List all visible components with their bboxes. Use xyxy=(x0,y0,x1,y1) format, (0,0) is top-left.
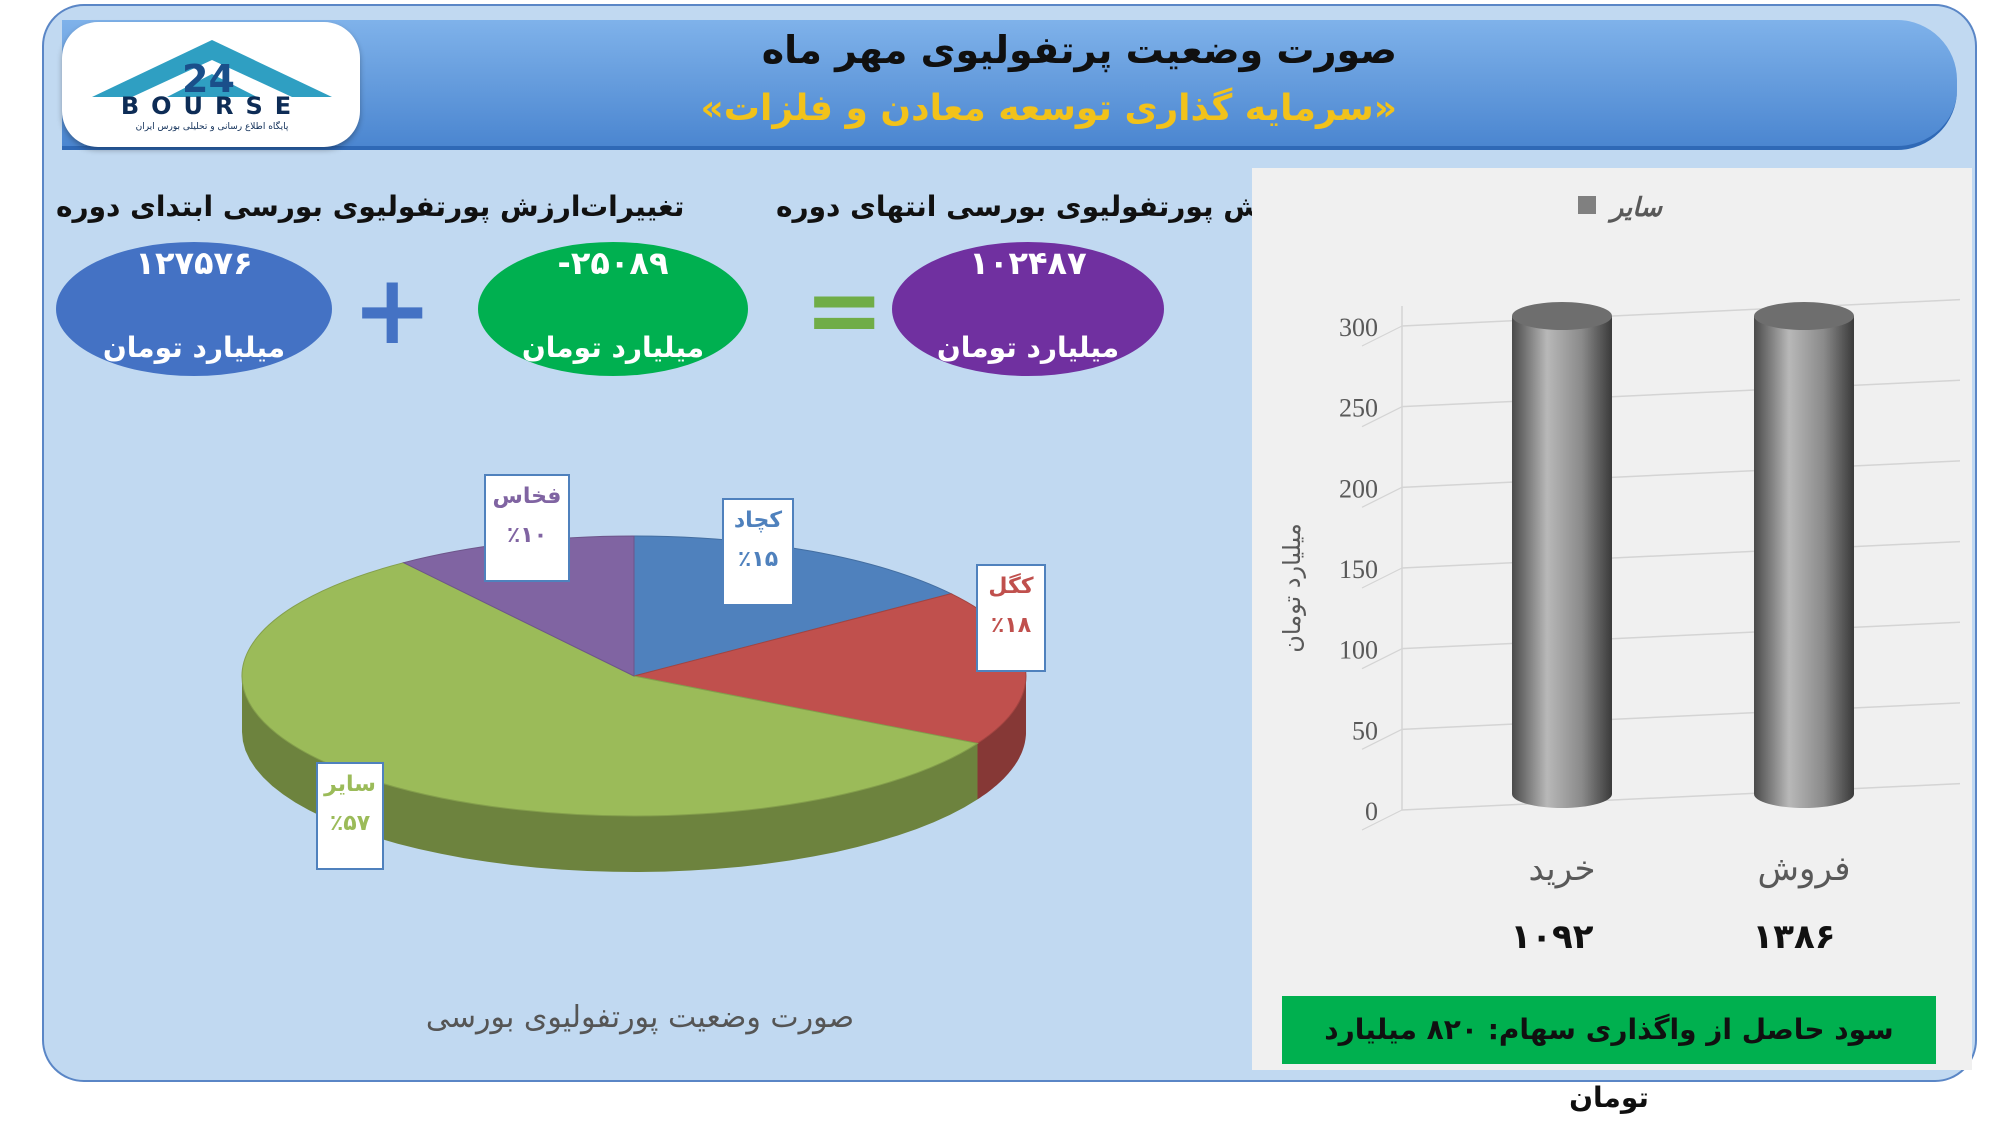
pie-label-name: فخاس xyxy=(492,484,562,509)
pie-label-box-sayer: سایر ٪۵۷ xyxy=(316,762,384,870)
start-value-unit: میلیارد تومان xyxy=(102,331,286,364)
pie-label-value: ٪۵۷ xyxy=(329,811,371,836)
pie-label-box-kechad: کچاد ٪۱۵ xyxy=(722,498,794,606)
pie-label-value: ٪۱۸ xyxy=(990,613,1032,638)
equals-sign: = xyxy=(804,254,885,366)
bourse-logo: 24 BOURSE پایگاه اطلاع رسانی و تحلیلی بو… xyxy=(62,22,360,147)
change-value-oval: -۲۵۰۸۹ میلیارد تومان xyxy=(478,242,748,376)
pie-label-name: کگل xyxy=(988,574,1034,599)
pie-label-value: ٪۱۵ xyxy=(737,547,779,572)
change-value: -۲۵۰۸۹ xyxy=(557,244,669,282)
logo-mark-icon: 24 xyxy=(92,40,332,101)
end-value: ۱۰۲۴۸۷ xyxy=(969,244,1087,282)
pie-label-box-fakhas: فخاس ٪۱۰ xyxy=(484,474,570,582)
pie-label-name: کچاد xyxy=(733,508,783,533)
bar-chart-panel xyxy=(1252,168,1972,1070)
svg-text:24: 24 xyxy=(182,57,235,101)
pie-label-value: ٪۱۰ xyxy=(506,523,548,548)
start-value: ۱۲۷۵۷۶ xyxy=(135,244,253,282)
page-title: صورت وضعیت پرتفولیوی مهر ماه xyxy=(761,28,1397,72)
change-label: تغییرات xyxy=(580,190,685,223)
end-value-oval: ۱۰۲۴۸۷ میلیارد تومان xyxy=(892,242,1164,376)
page-subtitle: «سرمایه گذاری توسعه معادن و فلزات» xyxy=(700,88,1397,129)
logo-caption: پایگاه اطلاع رسانی و تحلیلی بورس ایران xyxy=(135,122,289,132)
plus-sign: + xyxy=(352,254,433,366)
start-value-oval: ۱۲۷۵۷۶ میلیارد تومان xyxy=(56,242,332,376)
profit-banner: سود حاصل از واگذاری سهام: ۸۲۰ میلیارد تو… xyxy=(1282,996,1936,1114)
end-value-unit: میلیارد تومان xyxy=(936,331,1120,364)
pie-label-name: سایر xyxy=(324,772,376,797)
change-value-unit: میلیارد تومان xyxy=(521,331,705,364)
start-value-label: ارزش پورتفولیوی بورسی ابتدای دوره xyxy=(56,190,581,223)
end-value-label: ارزش پورتفولیوی بورسی انتهای دوره xyxy=(776,190,1304,223)
header-banner: صورت وضعیت پرتفولیوی مهر ماه «سرمایه گذا… xyxy=(62,20,1957,150)
pie-chart-title: صورت وضعیت پورتفولیوی بورسی xyxy=(425,1000,855,1035)
logo-text: BOURSE xyxy=(120,92,304,120)
pie-label-box-gol: کگل ٪۱۸ xyxy=(976,564,1046,672)
